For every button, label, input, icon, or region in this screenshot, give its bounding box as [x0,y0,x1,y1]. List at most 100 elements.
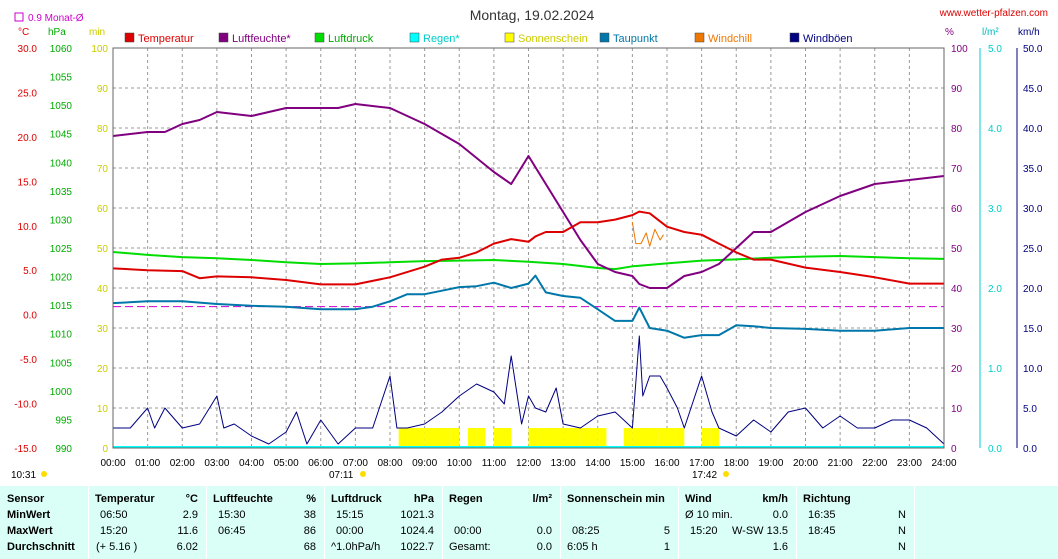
humidity-tick-label: 80 [951,124,963,135]
pressure-tick-label: 1030 [50,215,73,226]
sun-tick-label: 30 [97,324,109,335]
sun-tick-label: 40 [97,284,109,295]
time-start: 10:31 [11,470,36,481]
summary-humidity-min-value: 38 [303,509,316,521]
legend-swatch [314,32,325,43]
summary-humidity-max-value: 86 [303,525,316,537]
rain-tick-label: 1.0 [988,364,1002,375]
sunshine-bar [589,428,598,448]
series-line [112,251,945,271]
sunshine-bar [467,428,477,448]
time-tick-label: 12:00 [516,458,541,469]
summary-wind-unit: km/h [762,493,788,505]
summary-pressure-max-value: 1024.4 [400,525,434,537]
time-tick-label: 03:00 [204,458,229,469]
wind-tick-label: 40.0 [1023,124,1043,135]
summary-rain-total-label: Gesamt: [449,541,491,553]
time-tick-label: 13:00 [551,458,576,469]
legend-swatch [124,32,135,43]
series-line [631,222,664,247]
sunshine-bar [623,428,633,448]
wind-tick-label: 35.0 [1023,164,1043,175]
wind-tick-label: 20.0 [1023,284,1043,295]
humidity-tick-label: 10 [951,404,963,415]
sunshine-bar [398,428,408,448]
summary-rain-max-value: 0.0 [536,525,552,537]
site-link[interactable]: www.wetter-pfalzen.com [939,8,1048,19]
temp-tick-label: 5.0 [23,266,37,277]
time-tick-label: 18:00 [724,458,749,469]
sunrise-time: 07:11 [329,470,354,481]
unit-wind: km/h [1018,27,1040,38]
legend-swatch [409,32,420,43]
summary-humidity-min-time: 15:30 [218,509,246,521]
summary-sun-header: Sonnenschein min [567,493,665,505]
summary-sun-max-time: 08:25 [572,525,600,537]
sun-tick-label: 0 [102,444,108,455]
pressure-tick-label: 1040 [50,158,73,169]
chart-title: Montag, 19.02.2024 [470,7,595,23]
time-tick-label: 06:00 [308,458,333,469]
wind-tick-label: 5.0 [1023,404,1037,415]
summary-humidity-header: Luftfeuchte [213,493,273,505]
summary-humidity-avg-value: 68 [303,541,316,553]
humidity-tick-label: 20 [951,364,963,375]
time-tick-label: 04:00 [239,458,264,469]
time-tick-label: 20:00 [793,458,818,469]
sunrise-icon [360,471,366,477]
summary-temp-max-time: 15:20 [100,525,128,537]
summary-temp-avg-note: (+ 5.16 ) [96,541,138,553]
time-tick-label: 09:00 [412,458,437,469]
pressure-tick-label: 1045 [50,130,73,141]
wind-tick-label: 15.0 [1023,324,1043,335]
sunshine-bar [658,428,667,448]
sunshine-bar [571,428,581,448]
unit-temp: °C [18,27,29,38]
sunshine-bar [407,428,416,448]
sunshine-bar [632,428,642,448]
summary-wind-header: Wind [685,493,712,505]
summary-pressure-unit: hPa [413,493,434,505]
humidity-tick-label: 40 [951,284,963,295]
summary-wind-avg-value: 1.6 [772,541,788,553]
legend-label: Regen* [423,33,460,45]
pressure-tick-label: 1015 [50,301,73,312]
time-tick-label: 05:00 [274,458,299,469]
sunset-icon [723,471,729,477]
temp-tick-label: 15.0 [18,177,38,188]
series-line [112,210,944,286]
time-tick-label: 07:00 [343,458,368,469]
summary-direction-max-time: 18:45 [808,525,836,537]
sun-tick-label: 60 [97,204,109,215]
wind-tick-label: 30.0 [1023,204,1043,215]
humidity-tick-label: 30 [951,324,963,335]
sunshine-bar [701,428,711,448]
summary-pressure-header: Luftdruck [331,493,382,505]
sunshine-bar [710,428,719,448]
pressure-tick-label: 1005 [50,358,73,369]
sunshine-bar [493,428,503,448]
summary-direction-max-value: N [898,525,906,537]
time-tick-label: 15:00 [620,458,645,469]
temp-tick-label: -10.0 [14,400,37,411]
summary-pressure-avg-value: 1022.7 [400,541,434,553]
sun-tick-label: 70 [97,164,109,175]
humidity-tick-label: 70 [951,164,963,175]
humidity-tick-label: 100 [951,44,968,55]
rain-tick-label: 5.0 [988,44,1002,55]
pressure-tick-label: 1060 [50,44,73,55]
wind-tick-label: 25.0 [1023,244,1043,255]
temp-tick-label: 25.0 [18,88,38,99]
sunshine-bar [563,428,572,448]
summary-wind-avg10-value: 0.0 [772,509,788,521]
sunshine-bar [502,428,512,448]
unit-pressure: hPa [48,27,66,38]
plot-frame [112,47,945,449]
sunshine-bar [641,428,650,448]
pressure-tick-label: 1055 [50,73,73,84]
summary-temp-min-value: 2.9 [182,509,198,521]
summary-temp-unit: °C [185,493,198,505]
sunshine-bar [528,428,538,448]
rain-tick-label: 2.0 [988,284,1002,295]
summary-rain-max-time: 00:00 [454,525,482,537]
